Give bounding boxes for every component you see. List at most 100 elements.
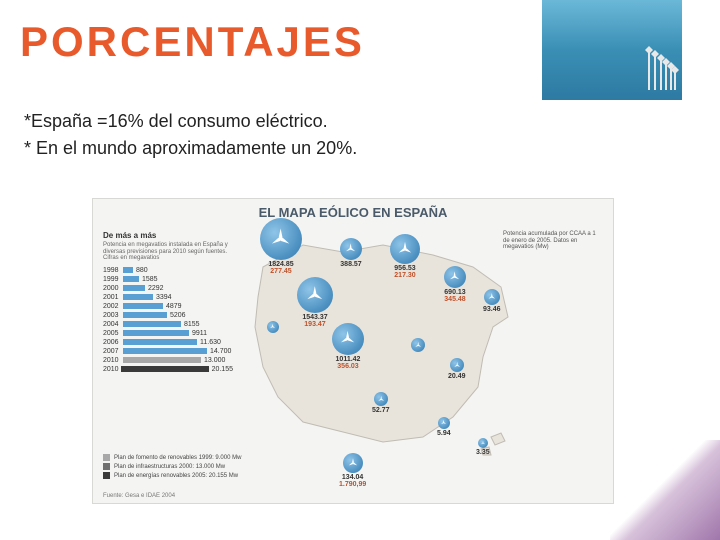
corner-photo-turbines (542, 0, 682, 100)
bar-fill (123, 276, 139, 282)
bar-year: 2010 (103, 366, 121, 373)
bar-row: 1999 1585 (103, 276, 233, 283)
legend-key: Plan de infraestructuras 2000: 13.000 Mw (103, 463, 241, 470)
fan-icon (448, 270, 461, 283)
bar-year: 2002 (103, 303, 123, 310)
map-node: 1011.42356.03 (332, 323, 364, 371)
node-circle (374, 392, 388, 406)
node-value-1: 1543.37 (302, 314, 327, 321)
legend-left: De más a más Potencia en megavatios inst… (103, 231, 233, 375)
node-value-1: 20.49 (448, 373, 466, 380)
node-labels: 956.53217.30 (394, 265, 415, 280)
fan-icon (453, 361, 461, 369)
legend-key: Plan de energías renovables 2005: 20.155… (103, 472, 241, 479)
node-circle (340, 238, 362, 260)
node-value-2: 345.48 (444, 296, 465, 303)
bar-year: 1999 (103, 276, 123, 283)
bar-row: 2010 20.155 (103, 366, 233, 373)
bar-fill (123, 267, 133, 273)
bar-value: 20.155 (212, 366, 233, 373)
bar-row: 2007 14.700 (103, 348, 233, 355)
bar-fill (123, 339, 197, 345)
bar-row: 2000 2292 (103, 285, 233, 292)
bar-row: 201013.000 (103, 357, 233, 364)
node-value-1: 134.04 (339, 474, 366, 481)
node-circle (484, 289, 500, 305)
key-swatch (103, 463, 110, 470)
bar-row: 1998880 (103, 267, 233, 274)
node-labels: 1543.37193.47 (302, 314, 327, 329)
map-title: EL MAPA EÓLICO EN ESPAÑA (93, 199, 613, 222)
fan-icon (269, 323, 276, 330)
node-labels: 3.35 (476, 449, 490, 456)
bar-row: 20013394 (103, 294, 233, 301)
bar-value: 8155 (184, 321, 200, 328)
node-value-2: 217.30 (394, 272, 415, 279)
key-label: Plan de infraestructuras 2000: 13.000 Mw (114, 464, 225, 470)
map-node: 388.57 (340, 238, 362, 268)
map-node: 20.49 (448, 358, 466, 380)
node-labels: 1011.42356.03 (336, 356, 361, 371)
bar-year: 2000 (103, 285, 123, 292)
fan-icon (396, 240, 414, 258)
bar-value: 13.000 (204, 357, 225, 364)
slide-title: PORCENTAJES (20, 18, 365, 66)
bar-value: 2292 (148, 285, 164, 292)
node-labels: 388.57 (340, 261, 361, 268)
bar-row: 2002 4879 (103, 303, 233, 310)
map-node: 1543.37193.47 (297, 277, 333, 329)
bar-value: 1585 (142, 276, 158, 283)
node-circle (390, 234, 420, 264)
node-value-1: 1824.85 (268, 261, 293, 268)
bar-year: 2005 (103, 330, 123, 337)
node-value-1: 1011.42 (336, 356, 361, 363)
bar-year: 2004 (103, 321, 123, 328)
node-value-1: 93.46 (483, 306, 501, 313)
node-circle (450, 358, 464, 372)
map-node: 956.53217.30 (390, 234, 420, 280)
bar-row: 20059911 (103, 330, 233, 337)
bar-year: 2003 (103, 312, 123, 319)
bullet-2: * En el mundo aproximadamente un 20%. (24, 135, 357, 162)
node-circle (332, 323, 364, 355)
node-circle (267, 321, 279, 333)
node-circle (478, 438, 488, 448)
node-labels: 93.46 (483, 306, 501, 313)
bar-year: 2007 (103, 348, 123, 355)
node-circle (438, 417, 450, 429)
map-card: EL MAPA EÓLICO EN ESPAÑA De más a más Po… (92, 198, 614, 504)
key-label: Plan de energías renovables 2005: 20.155… (114, 473, 238, 479)
fan-icon (338, 329, 357, 348)
node-value-1: 3.35 (476, 449, 490, 456)
bar-fill (123, 330, 189, 336)
node-labels: 5.94 (437, 430, 451, 437)
node-labels: 1824.85277.45 (268, 261, 293, 276)
node-labels: 52.77 (372, 407, 390, 414)
node-circle (444, 266, 466, 288)
node-value-2: 356.03 (336, 363, 361, 370)
bar-fill (121, 366, 209, 372)
bar-fill (123, 312, 167, 318)
bar-value: 14.700 (210, 348, 231, 355)
node-labels: 690.13345.48 (444, 289, 465, 304)
bar-value: 4879 (166, 303, 182, 310)
bar-fill (123, 303, 163, 309)
map-node (411, 338, 425, 352)
map-node: 690.13345.48 (444, 266, 466, 304)
node-value-2: 193.47 (302, 321, 327, 328)
map-credit: Fuente: Gesa e IDAE 2004 (103, 493, 175, 499)
corner-accent (610, 440, 720, 540)
bar-year: 1998 (103, 267, 123, 274)
fan-icon (480, 440, 486, 446)
map-node: 1824.85277.45 (260, 218, 302, 276)
map-node (267, 321, 279, 333)
node-value-1: 388.57 (340, 261, 361, 268)
node-labels: 134.041.790,99 (339, 474, 366, 489)
bar-fill (123, 321, 181, 327)
bar-row: 200611.630 (103, 339, 233, 346)
fan-icon (487, 292, 497, 302)
bar-fill (123, 294, 153, 300)
bar-fill (123, 285, 145, 291)
bar-value: 5206 (170, 312, 186, 319)
node-value-2: 1.790,99 (339, 481, 366, 488)
